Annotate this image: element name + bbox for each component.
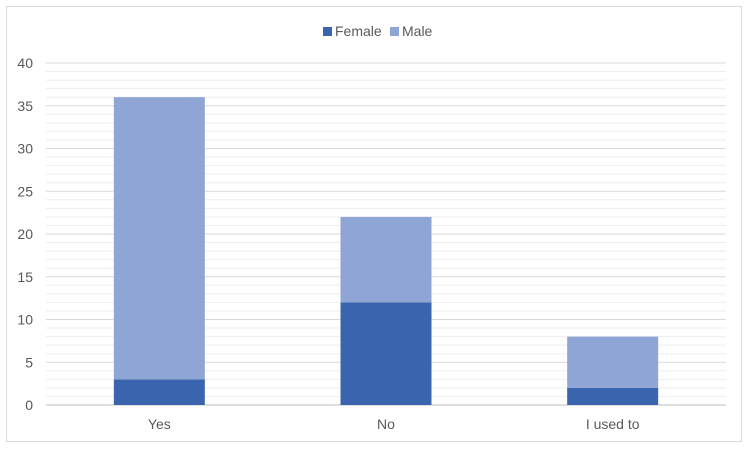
bar-female-i-used-to (567, 387, 659, 405)
y-tick-label: 10 (17, 312, 33, 328)
bar-female-no (340, 302, 432, 405)
y-tick-label: 40 (17, 55, 33, 71)
y-tick-label: 35 (17, 98, 33, 114)
legend: Female Male (323, 23, 433, 39)
y-tick-label: 0 (25, 397, 33, 413)
x-tick-label: I used to (586, 416, 640, 432)
x-tick-label: Yes (148, 416, 171, 432)
x-axis: Yes No I used to (148, 416, 640, 432)
y-tick-label: 20 (17, 226, 33, 242)
legend-swatch-female (323, 27, 332, 36)
legend-label-male: Male (402, 23, 433, 39)
y-tick-label: 15 (17, 269, 33, 285)
legend-swatch-male (390, 27, 399, 36)
bar-male-yes (113, 97, 205, 380)
bar-male-no (340, 216, 432, 303)
legend-label-female: Female (335, 23, 382, 39)
y-tick-label: 30 (17, 141, 33, 157)
y-tick-label: 25 (17, 183, 33, 199)
bar-male-i-used-to (567, 336, 659, 388)
y-tick-label: 5 (25, 354, 33, 370)
y-axis: 0 5 10 15 20 25 30 35 40 (17, 55, 33, 413)
x-tick-label: No (377, 416, 395, 432)
bars (113, 97, 659, 405)
bar-female-yes (113, 379, 205, 405)
